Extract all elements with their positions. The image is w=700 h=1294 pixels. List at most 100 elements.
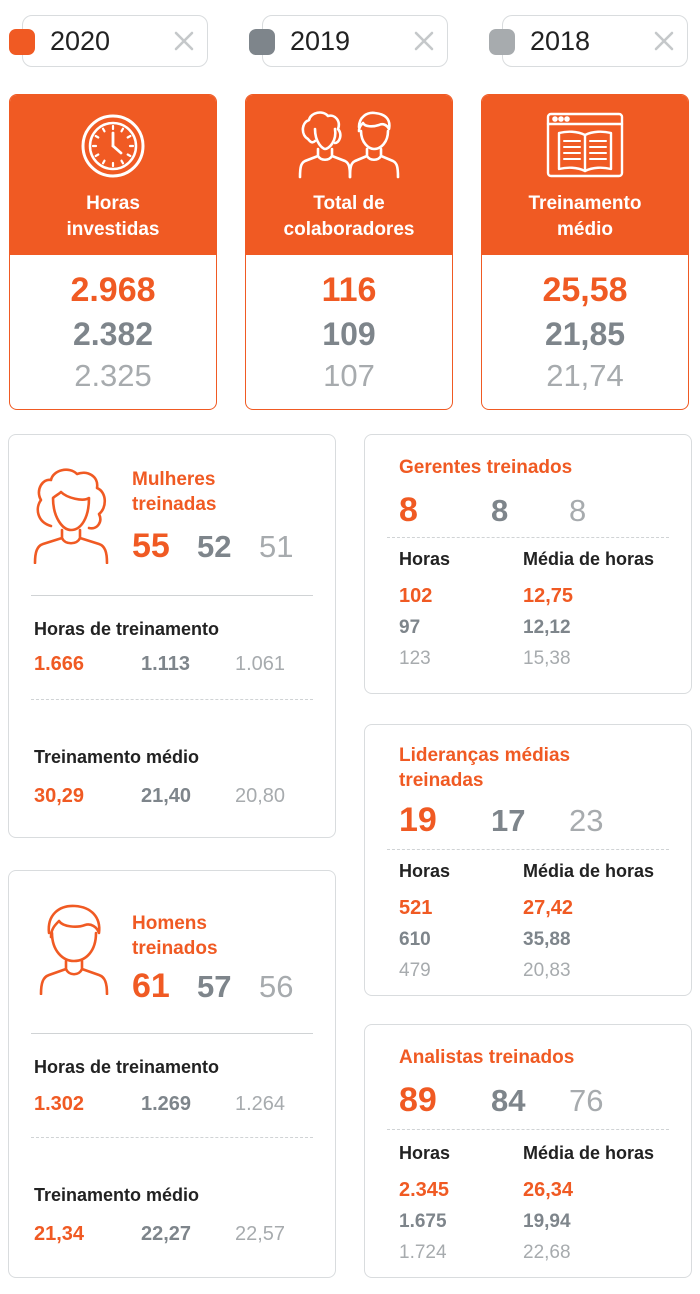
- count-2018: 8: [569, 493, 587, 528]
- divider: [31, 1033, 313, 1034]
- average-2018: 22,68: [523, 1242, 571, 1263]
- card-title: Mulheres: [132, 469, 216, 490]
- hours-2020: 1.666: [34, 653, 85, 675]
- value-2019: 21,85: [544, 316, 626, 352]
- average-label: Treinamento médio: [34, 1185, 200, 1205]
- summary-card-header: Treinamento médio: [482, 95, 688, 255]
- year-filter-2019[interactable]: 2019: [249, 15, 448, 67]
- summary-title: médio: [557, 219, 613, 240]
- value-2019: 2.382: [72, 316, 154, 352]
- count-2020: 8: [399, 491, 418, 529]
- divider: [387, 849, 669, 850]
- year-label: 2020: [50, 26, 111, 56]
- value-2020: 25,58: [542, 271, 628, 309]
- average-2019: 21,40: [141, 785, 192, 807]
- average-2019: 22,27: [141, 1223, 192, 1245]
- average-2020: 30,29: [34, 785, 85, 807]
- hours-label: Horas: [399, 549, 451, 569]
- average-label: Média de horas: [523, 861, 655, 881]
- book-icon: [546, 112, 624, 178]
- year-filter-2020[interactable]: 2020: [9, 15, 208, 67]
- count-2019: 8: [491, 493, 509, 528]
- card-title: Gerentes treinados: [399, 457, 573, 478]
- card-title: treinadas: [399, 770, 484, 791]
- average-2018: 15,38: [523, 648, 571, 669]
- divider: [31, 1137, 313, 1138]
- summary-card-hours: Horas investidas 2.968 2.382 2.325: [9, 94, 217, 410]
- summary-title: investidas: [66, 219, 160, 240]
- count-2019: 52: [197, 529, 232, 564]
- hours-2019: 610: [399, 929, 431, 950]
- average-2019: 12,12: [523, 617, 571, 638]
- card-title: Lideranças médias: [399, 745, 571, 766]
- legend-swatch-2019: [249, 29, 275, 55]
- card-title: Homens: [132, 913, 207, 934]
- close-icon[interactable]: [411, 28, 437, 54]
- value-2018: 107: [323, 358, 375, 393]
- legend-swatch-2020: [9, 29, 35, 55]
- count-2018: 23: [569, 803, 604, 838]
- year-label: 2018: [530, 26, 591, 56]
- count-2019: 17: [491, 803, 526, 838]
- close-icon[interactable]: [651, 28, 677, 54]
- summary-card-average: Treinamento médio 25,58 21,85 21,74: [481, 94, 689, 410]
- average-2020: 26,34: [523, 1179, 574, 1201]
- average-2019: 19,94: [523, 1211, 571, 1232]
- hours-2020: 2.345: [399, 1179, 450, 1201]
- hours-label: Horas de treinamento: [34, 619, 220, 639]
- women-trained-card: Mulheres treinadas 55 52 51 Horas de tre…: [8, 434, 336, 838]
- average-2018: 20,83: [523, 960, 571, 981]
- summary-card-header: Horas investidas: [10, 95, 216, 255]
- managers-trained-card: Gerentes treinados 8 8 8 Horas Média de …: [364, 434, 692, 694]
- count-2020: 19: [399, 801, 437, 839]
- count-2020: 89: [399, 1081, 437, 1119]
- divider: [387, 537, 669, 538]
- hours-2019: 1.113: [141, 653, 190, 675]
- close-icon[interactable]: [171, 28, 197, 54]
- hours-label: Horas: [399, 1143, 451, 1163]
- average-2018: 22,57: [235, 1223, 286, 1245]
- summary-title: Total de: [313, 193, 385, 214]
- average-2020: 12,75: [523, 585, 574, 607]
- hours-2019: 1.675: [399, 1211, 447, 1232]
- hours-2019: 1.269: [141, 1093, 192, 1115]
- card-title: Analistas treinados: [399, 1047, 575, 1068]
- hours-2018: 1.264: [235, 1093, 286, 1115]
- hours-2020: 521: [399, 897, 433, 919]
- hours-2018: 123: [399, 648, 431, 669]
- count-2018: 56: [259, 969, 294, 1004]
- count-2018: 76: [569, 1083, 604, 1118]
- middle-leadership-trained-card: Lideranças médias treinadas 19 17 23 Hor…: [364, 724, 692, 996]
- woman-icon: [33, 468, 109, 564]
- summary-card-employees: Total de colaboradores 116 109 107: [245, 94, 453, 410]
- average-2020: 27,42: [523, 897, 574, 919]
- year-filter-2018[interactable]: 2018: [489, 15, 688, 67]
- divider: [31, 595, 313, 596]
- hours-2018: 1.724: [399, 1242, 447, 1263]
- people-icon: [298, 111, 400, 179]
- hours-2020: 1.302: [34, 1093, 85, 1115]
- value-2020: 2.968: [70, 271, 156, 309]
- legend-swatch-2018: [489, 29, 515, 55]
- clock-icon: [81, 114, 145, 178]
- count-2019: 57: [197, 969, 232, 1004]
- average-label: Treinamento médio: [34, 747, 200, 767]
- average-label: Média de horas: [523, 1143, 655, 1163]
- hours-2020: 102: [399, 585, 433, 607]
- average-label: Média de horas: [523, 549, 655, 569]
- hours-2018: 1.061: [235, 653, 286, 675]
- value-2020: 116: [321, 271, 377, 309]
- divider: [31, 699, 313, 700]
- count-2020: 55: [132, 527, 170, 565]
- year-label: 2019: [290, 26, 351, 56]
- count-2019: 84: [491, 1083, 526, 1118]
- value-2018: 2.325: [74, 358, 152, 393]
- hours-label: Horas de treinamento: [34, 1057, 220, 1077]
- divider: [387, 1129, 669, 1130]
- hours-label: Horas: [399, 861, 451, 881]
- hours-2018: 479: [399, 960, 431, 981]
- analysts-trained-card: Analistas treinados 89 84 76 Horas Média…: [364, 1024, 692, 1278]
- average-2018: 20,80: [235, 785, 286, 807]
- summary-title: Horas: [86, 193, 140, 214]
- value-2019: 109: [322, 316, 376, 352]
